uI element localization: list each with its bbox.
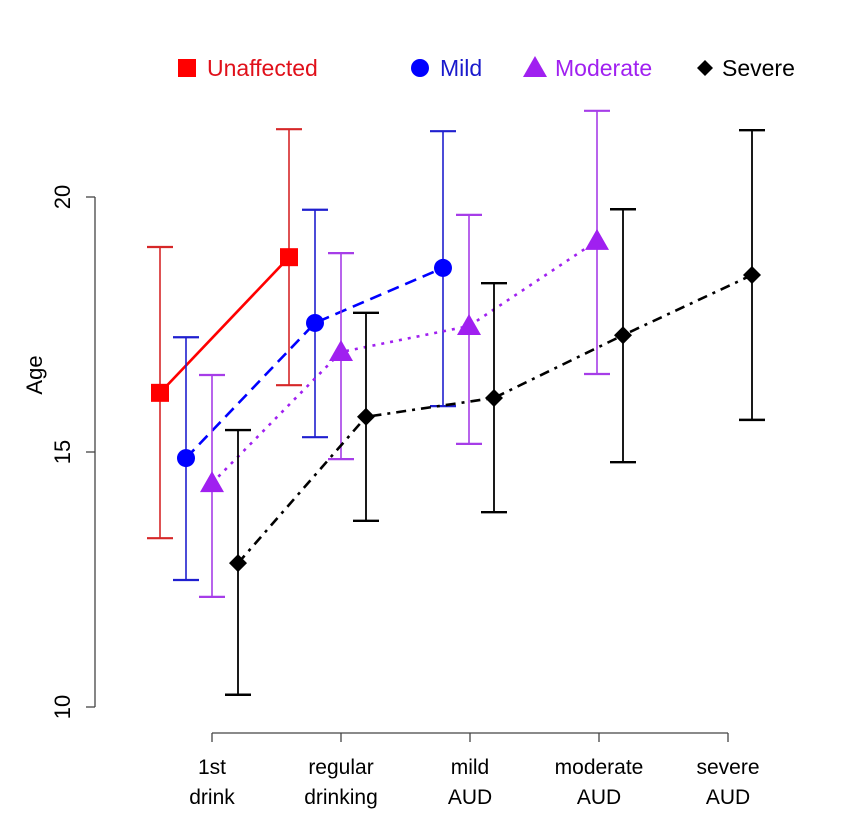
legend-diamond-icon — [697, 60, 713, 76]
legend-item-unaffected: Unaffected — [178, 55, 318, 81]
data-point-diamond — [229, 554, 247, 573]
legend-item-mild: Mild — [411, 55, 482, 81]
legend-label: Moderate — [555, 55, 652, 81]
series-unaffected — [147, 128, 302, 540]
data-point-triangle — [585, 228, 609, 250]
series-line — [237, 273, 753, 565]
legend-item-moderate: Moderate — [523, 55, 652, 81]
legend-square-icon — [178, 59, 196, 77]
data-point-circle — [177, 449, 195, 468]
legend-circle-icon — [411, 59, 429, 77]
y-tick-label: 15 — [50, 440, 75, 464]
data-point-square — [280, 248, 298, 267]
x-axis: 1st drink regular drinking mild AUD moderate AU… — [189, 732, 760, 809]
legend-label: Unaffected — [207, 55, 318, 81]
x-tick-label-line1: 1st — [198, 756, 226, 779]
data-point-triangle — [329, 340, 353, 362]
y-tick-label: 20 — [50, 185, 75, 209]
data-point-circle — [434, 258, 452, 277]
x-tick-label-line2: AUD — [448, 786, 492, 809]
series-line — [185, 266, 444, 460]
x-tick-label-line2: AUD — [706, 786, 750, 809]
data-point-diamond — [614, 326, 632, 345]
legend: Unaffected Mild Moderate Severe — [178, 55, 795, 81]
x-tick-label-line1: severe — [696, 756, 759, 779]
x-tick-label-line1: moderate — [555, 756, 644, 779]
legend-label: Mild — [440, 55, 482, 81]
x-tick-label-line1: regular — [308, 756, 373, 779]
data-point-diamond — [485, 388, 503, 407]
x-tick-label-line2: AUD — [577, 786, 621, 809]
x-tick-label-line2: drinking — [304, 786, 378, 809]
series-line — [159, 256, 290, 394]
data-point-diamond — [357, 407, 375, 426]
legend-triangle-icon — [523, 56, 547, 77]
x-tick-label-line1: mild — [451, 756, 490, 779]
series-moderate — [199, 109, 610, 598]
y-tick-label: 10 — [50, 695, 75, 719]
x-tick-label-line2: drink — [189, 786, 235, 809]
series-line — [211, 239, 598, 485]
legend-label: Severe — [722, 55, 795, 81]
plot-area — [147, 109, 765, 696]
data-point-triangle — [200, 471, 224, 493]
series-mild — [173, 130, 456, 582]
legend-item-severe: Severe — [697, 55, 795, 81]
y-axis: 10 15 20 Age — [22, 185, 96, 719]
data-point-diamond — [743, 266, 761, 285]
data-point-triangle — [457, 314, 481, 336]
y-axis-label: Age — [22, 355, 47, 394]
data-point-square — [151, 383, 169, 402]
series-severe — [225, 128, 765, 696]
data-point-circle — [306, 313, 324, 332]
